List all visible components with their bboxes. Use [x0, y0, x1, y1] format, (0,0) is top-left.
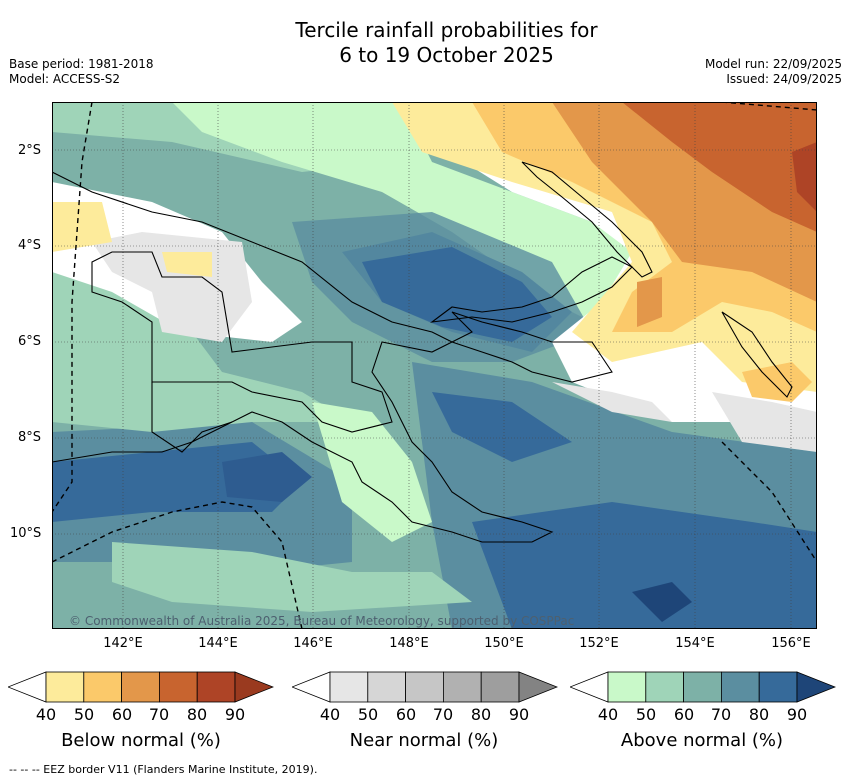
lon-label-154e: 154°E	[675, 636, 715, 651]
colorbar-extend-low	[292, 671, 331, 703]
below-normal-label: Below normal (%)	[61, 730, 221, 751]
near-tick: 60	[395, 705, 417, 724]
below-tick: 70	[148, 705, 170, 724]
above-tick: 70	[710, 705, 732, 724]
lon-label-146e: 146°E	[293, 636, 333, 651]
meta-right: Model run: 22/09/2025 Issued: 24/09/2025	[705, 57, 842, 87]
lon-label-144e: 144°E	[198, 636, 238, 651]
province-borders	[91, 251, 393, 433]
lon-label-152e: 152°E	[579, 636, 619, 651]
colorbar-segment	[758, 671, 798, 703]
below-tick: 60	[111, 705, 133, 724]
below-50-west	[52, 202, 112, 252]
new-ireland-coast	[521, 161, 653, 278]
gridlines	[52, 102, 817, 629]
above-tick: 90	[786, 705, 808, 724]
colorbar-near	[292, 671, 558, 703]
lon-label-142e: 142°E	[103, 636, 143, 651]
below-tick: 90	[224, 705, 246, 724]
lon-label-148e: 148°E	[389, 636, 429, 651]
near-normal-label: Near normal (%)	[349, 730, 499, 751]
colorbar-segment	[329, 671, 369, 703]
colorbar-segment	[480, 671, 520, 703]
new-britain-coast	[430, 256, 633, 323]
colorbar-extend-high	[518, 671, 558, 703]
title-line-1: Tercile rainfall probabilities for	[295, 18, 598, 42]
colorbar-above	[570, 671, 836, 703]
above-90-band-west	[222, 452, 312, 502]
above-80-region-2	[362, 247, 552, 342]
new-guinea-coast	[52, 171, 613, 543]
colorbar-segment	[405, 671, 444, 703]
below-tick: 40	[35, 705, 57, 724]
below-50-west-2	[162, 252, 212, 277]
eez-borders	[52, 102, 817, 629]
title-line-2: 6 to 19 October 2025	[339, 43, 554, 67]
map-frame	[52, 102, 817, 629]
near-tick: 90	[508, 705, 530, 724]
above-normal-label: Above normal (%)	[620, 730, 784, 751]
below-70-east	[622, 102, 817, 232]
lat-label-6s: 6°S	[18, 334, 42, 349]
above-80-band-east	[432, 392, 572, 462]
colorbar-segment	[158, 671, 198, 703]
lon-label-150e: 150°E	[484, 636, 524, 651]
below-tick: 50	[73, 705, 95, 724]
above-50-west	[52, 272, 352, 432]
above-90-spot	[632, 582, 692, 622]
coastlines	[52, 161, 793, 543]
colorbar-segment	[45, 671, 85, 703]
below-60-spot-2	[742, 362, 812, 402]
probability-map	[52, 102, 817, 629]
colorbar-extend-low	[8, 671, 47, 703]
bougainville-coast	[721, 311, 793, 398]
colorbar-extend-high	[796, 671, 836, 703]
below-tick: 80	[186, 705, 208, 724]
base-period: Base period: 1981-2018	[9, 57, 154, 71]
colorbar-segment	[196, 671, 236, 703]
map-title: Tercile rainfall probabilities for 6 to …	[0, 18, 850, 68]
colorbar-segment	[121, 671, 160, 703]
colorbar-below	[8, 671, 274, 703]
above-tick: 60	[673, 705, 695, 724]
above-tick: 40	[597, 705, 619, 724]
colorbar-segment	[83, 671, 123, 703]
copyright-notice: © Commonwealth of Australia 2025, Bureau…	[69, 614, 575, 628]
above-tick: 80	[748, 705, 770, 724]
lat-label-10s: 10°S	[10, 526, 42, 541]
above-tick: 50	[635, 705, 657, 724]
lat-label-4s: 4°S	[18, 238, 42, 253]
colorbar-segment	[645, 671, 685, 703]
near-50-east-4	[712, 392, 817, 452]
near-tick: 40	[319, 705, 341, 724]
colorbar-extend-high	[234, 671, 274, 703]
issued-date: Issued: 24/09/2025	[726, 72, 842, 86]
model-name: Model: ACCESS-S2	[9, 72, 121, 86]
near-tick: 80	[470, 705, 492, 724]
eez-footnote: -- -- -- EEZ border V11 (Flanders Marine…	[9, 763, 318, 776]
colorbar-extend-low	[570, 671, 609, 703]
colorbar-segment	[367, 671, 407, 703]
colorbar-segment	[442, 671, 482, 703]
meta-left: Base period: 1981-2018 Model: ACCESS-S2	[9, 57, 154, 87]
lat-label-2s: 2°S	[18, 143, 42, 158]
near-tick: 50	[357, 705, 379, 724]
near-tick: 70	[432, 705, 454, 724]
province-borders-2	[151, 382, 233, 453]
near-50-east-3	[552, 382, 672, 422]
below-80-east	[792, 142, 817, 212]
colorbar-segment	[720, 671, 760, 703]
lon-label-156e: 156°E	[771, 636, 811, 651]
model-run: Model run: 22/09/2025	[704, 57, 842, 71]
lat-label-8s: 8°S	[18, 430, 42, 445]
above-40-south	[312, 402, 432, 542]
above-50-southwest	[112, 542, 472, 612]
colorbar-segment	[607, 671, 647, 703]
colorbar-segment	[683, 671, 722, 703]
below-60-spot	[637, 277, 662, 327]
